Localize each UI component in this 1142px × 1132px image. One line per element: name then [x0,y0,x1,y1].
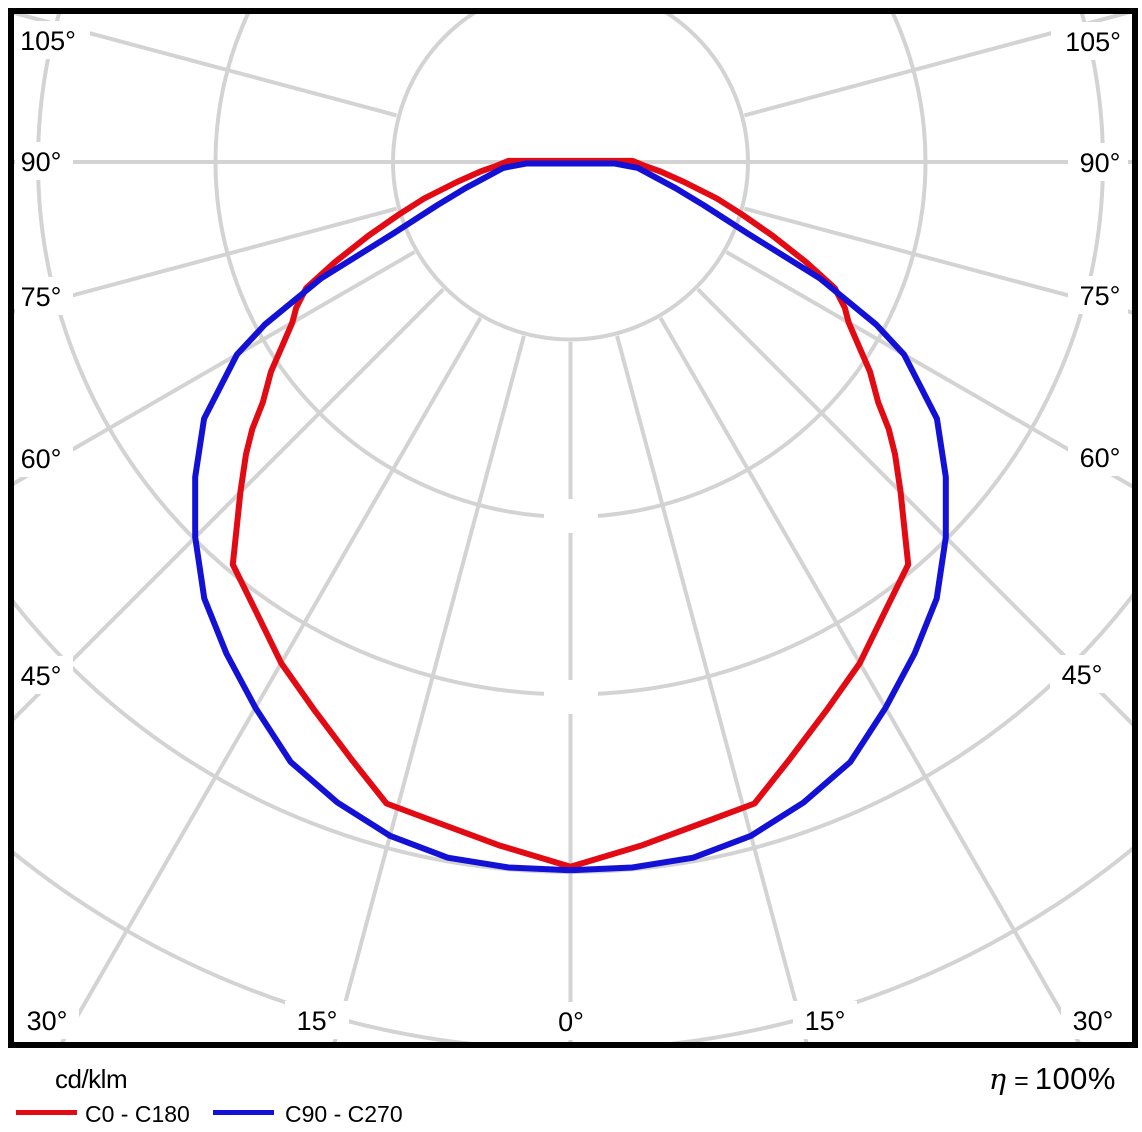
angle-label: 45° [1062,660,1103,690]
blank-radial-value-box [544,680,598,714]
label-gap-box [15,277,73,315]
angle-label: 60° [1080,443,1121,473]
units-label: cd/klm [55,1064,128,1094]
label-gap-box [15,21,90,59]
grid-spoke [743,14,1131,118]
grid-spoke [60,316,483,1042]
grid-spoke [14,14,398,118]
angle-label: 75° [1080,281,1121,311]
grid-spoke [696,287,1132,727]
curve-c90-c270 [192,160,949,874]
grid-spoke [14,206,398,314]
legend-swatch-c0-c180 [16,1110,77,1115]
grid-spoke [332,335,526,1042]
angle-label: 45° [21,661,62,691]
grid-spoke [14,287,445,722]
angle-label: 105° [20,26,76,56]
label-gap-box [1068,276,1128,314]
eta-symbol: η [988,1062,1007,1096]
angle-label: 15° [297,1006,338,1036]
label-gap-box [15,142,73,180]
legend-label-c90-c270: C90 - C270 [285,1101,403,1127]
grid-spoke [725,250,1132,489]
grid-spoke [658,316,1081,1042]
efficiency-readout: η = 100% [989,1061,1116,1097]
eta-value: 100% [1034,1061,1116,1096]
angle-label: 30° [1073,1006,1114,1036]
label-gap-box [1050,655,1114,693]
label-gap-box [1051,22,1128,60]
label-gap-box [285,1001,349,1039]
label-gap-box [1061,1001,1125,1039]
label-gap-box [1068,438,1128,476]
label-gap-box [1068,143,1128,181]
angle-label: 60° [21,444,62,474]
angle-label: 15° [805,1006,846,1036]
grid-spoke [743,206,1132,315]
label-gap-box [15,439,73,477]
angle-label: 90° [21,147,62,177]
label-gap-box [543,1002,599,1040]
grid-spoke [14,250,416,486]
label-gap-box [15,1001,79,1039]
plot-frame [8,8,1138,1048]
grid-spoke [615,335,809,1042]
eta-equals: = [1014,1067,1029,1095]
legend-swatch-c90-c270 [213,1110,274,1115]
angle-label: 30° [27,1006,68,1036]
label-gap-box [793,1001,857,1039]
angle-label: 90° [1080,148,1121,178]
blank-radial-value-box [544,499,598,533]
angle-label: 105° [1065,27,1121,57]
legend-label-c0-c180: C0 - C180 [85,1101,190,1127]
angle-label: 0° [558,1007,584,1037]
label-gap-box [15,656,73,694]
angle-label: 75° [21,282,62,312]
